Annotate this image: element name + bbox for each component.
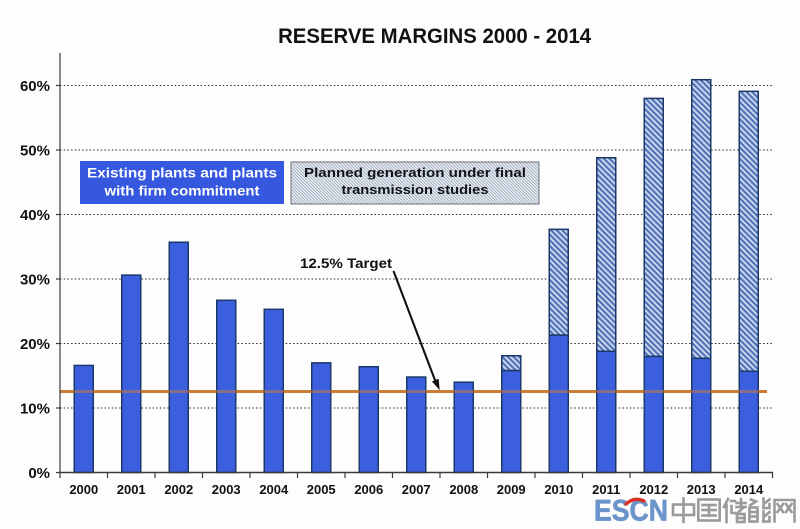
svg-text:2007: 2007 [402, 482, 431, 497]
svg-text:40%: 40% [20, 207, 50, 224]
svg-text:2013: 2013 [687, 482, 716, 497]
svg-text:2001: 2001 [117, 482, 146, 497]
svg-text:Existing plants and plants: Existing plants and plants [87, 165, 277, 181]
svg-text:12.5% Target: 12.5% Target [300, 255, 392, 271]
svg-text:RESERVE MARGINS 2000 - 2014: RESERVE MARGINS 2000 - 2014 [278, 24, 591, 48]
svg-text:2003: 2003 [212, 482, 241, 497]
svg-text:2010: 2010 [544, 482, 573, 497]
svg-text:2011: 2011 [592, 482, 620, 497]
svg-text:2002: 2002 [164, 482, 193, 497]
svg-text:2009: 2009 [497, 482, 526, 497]
svg-text:20%: 20% [20, 336, 50, 353]
svg-text:Planned generation under final: Planned generation under final [304, 166, 526, 180]
svg-text:10%: 10% [20, 401, 50, 418]
svg-text:with firm commitment: with firm commitment [103, 183, 259, 199]
svg-text:2000: 2000 [69, 482, 98, 497]
svg-text:0%: 0% [28, 465, 50, 482]
svg-text:2008: 2008 [449, 482, 478, 497]
svg-text:2005: 2005 [307, 482, 336, 497]
svg-text:ESCN: ESCN [594, 495, 668, 528]
svg-text:2012: 2012 [639, 482, 668, 497]
svg-text:50%: 50% [20, 143, 50, 160]
svg-text:60%: 60% [20, 78, 50, 95]
svg-text:2006: 2006 [354, 482, 383, 497]
svg-text:2004: 2004 [259, 482, 289, 497]
svg-text:30%: 30% [20, 272, 50, 289]
svg-text:transmission studies: transmission studies [342, 183, 489, 197]
svg-text:2014: 2014 [734, 482, 764, 497]
